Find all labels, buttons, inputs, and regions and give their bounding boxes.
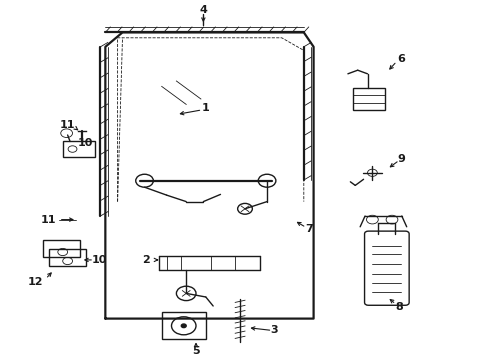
Text: 9: 9 — [398, 154, 406, 164]
Text: 12: 12 — [28, 276, 44, 287]
Text: 7: 7 — [305, 224, 313, 234]
Text: 2: 2 — [142, 255, 150, 265]
Circle shape — [181, 324, 186, 328]
Text: 10: 10 — [92, 255, 107, 265]
Text: 11: 11 — [60, 120, 75, 130]
Text: 8: 8 — [395, 302, 403, 312]
Text: 11: 11 — [40, 215, 56, 225]
Text: 6: 6 — [397, 54, 405, 64]
Text: 3: 3 — [270, 325, 278, 336]
Bar — [162, 312, 206, 339]
Text: 10: 10 — [78, 138, 94, 148]
Text: 4: 4 — [199, 5, 207, 15]
Text: 1: 1 — [202, 103, 210, 113]
Text: 5: 5 — [192, 346, 200, 356]
